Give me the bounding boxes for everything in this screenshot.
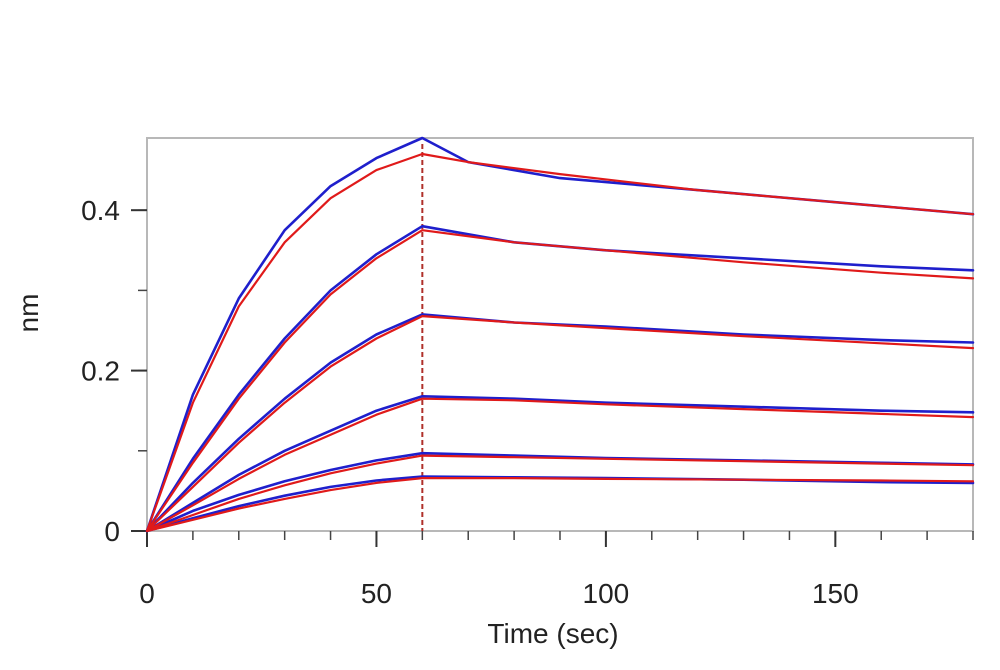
x-tick-label: 100 — [583, 578, 630, 609]
measured-curve — [145, 313, 975, 533]
x-tick-label: 0 — [139, 578, 155, 609]
plot-frame — [146, 137, 974, 532]
y-tick-label: 0.4 — [81, 195, 120, 226]
x-tick-label: 50 — [361, 578, 392, 609]
fit-curve — [145, 454, 975, 533]
x-axis-title: Time (sec) — [487, 618, 618, 649]
major-ticks — [131, 209, 837, 547]
fit-curve — [145, 229, 975, 533]
fit-curve — [145, 315, 975, 533]
tick-labels: 0 50 100 150 0 0.2 0.4 — [81, 195, 859, 609]
fit-curve — [145, 152, 975, 533]
y-tick-label: 0.2 — [81, 356, 120, 387]
fit-curve — [145, 477, 975, 533]
y-axis-title: nm — [13, 294, 44, 333]
y-tick-label: 0 — [104, 516, 120, 547]
measured-curve — [145, 394, 975, 533]
series-layer — [145, 136, 975, 533]
fit-curve — [145, 397, 975, 533]
x-tick-label: 150 — [812, 578, 859, 609]
measured-curve — [145, 224, 975, 533]
